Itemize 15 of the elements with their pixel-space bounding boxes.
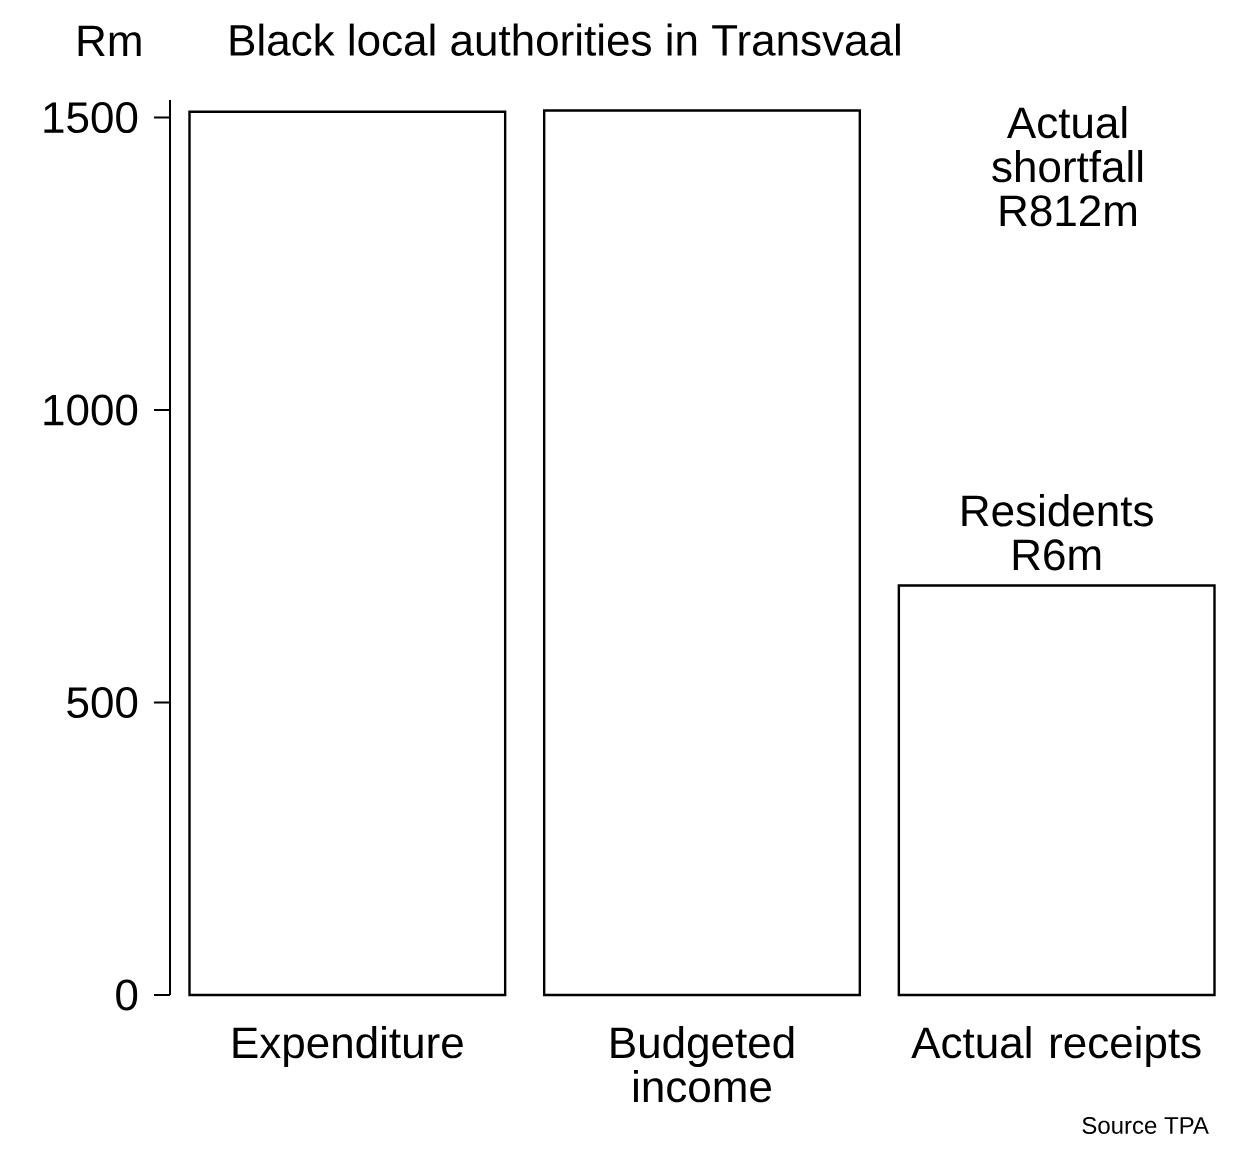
y-tick-label: 500 <box>67 686 138 719</box>
x-tick-label: Actual receipts <box>911 1026 1201 1068</box>
y-tick-label: 1500 <box>44 101 138 134</box>
annotation: Residents R6m <box>962 494 1153 571</box>
y-tick-label: 0 <box>116 979 138 1011</box>
x-tick-label: Expenditure <box>233 1026 463 1068</box>
x-tick-label: Budgeted income <box>611 1026 794 1103</box>
annotation: Actual shortfall R812m <box>992 106 1143 227</box>
bar <box>897 584 1216 997</box>
y-axis-title: Rm <box>78 25 141 56</box>
bar <box>188 110 507 997</box>
bar <box>542 109 862 997</box>
chart-title: Black local authorities in Transvaal <box>230 23 900 56</box>
source-note: Source TPA <box>1082 1116 1209 1134</box>
y-tick-label: 1000 <box>44 394 138 426</box>
